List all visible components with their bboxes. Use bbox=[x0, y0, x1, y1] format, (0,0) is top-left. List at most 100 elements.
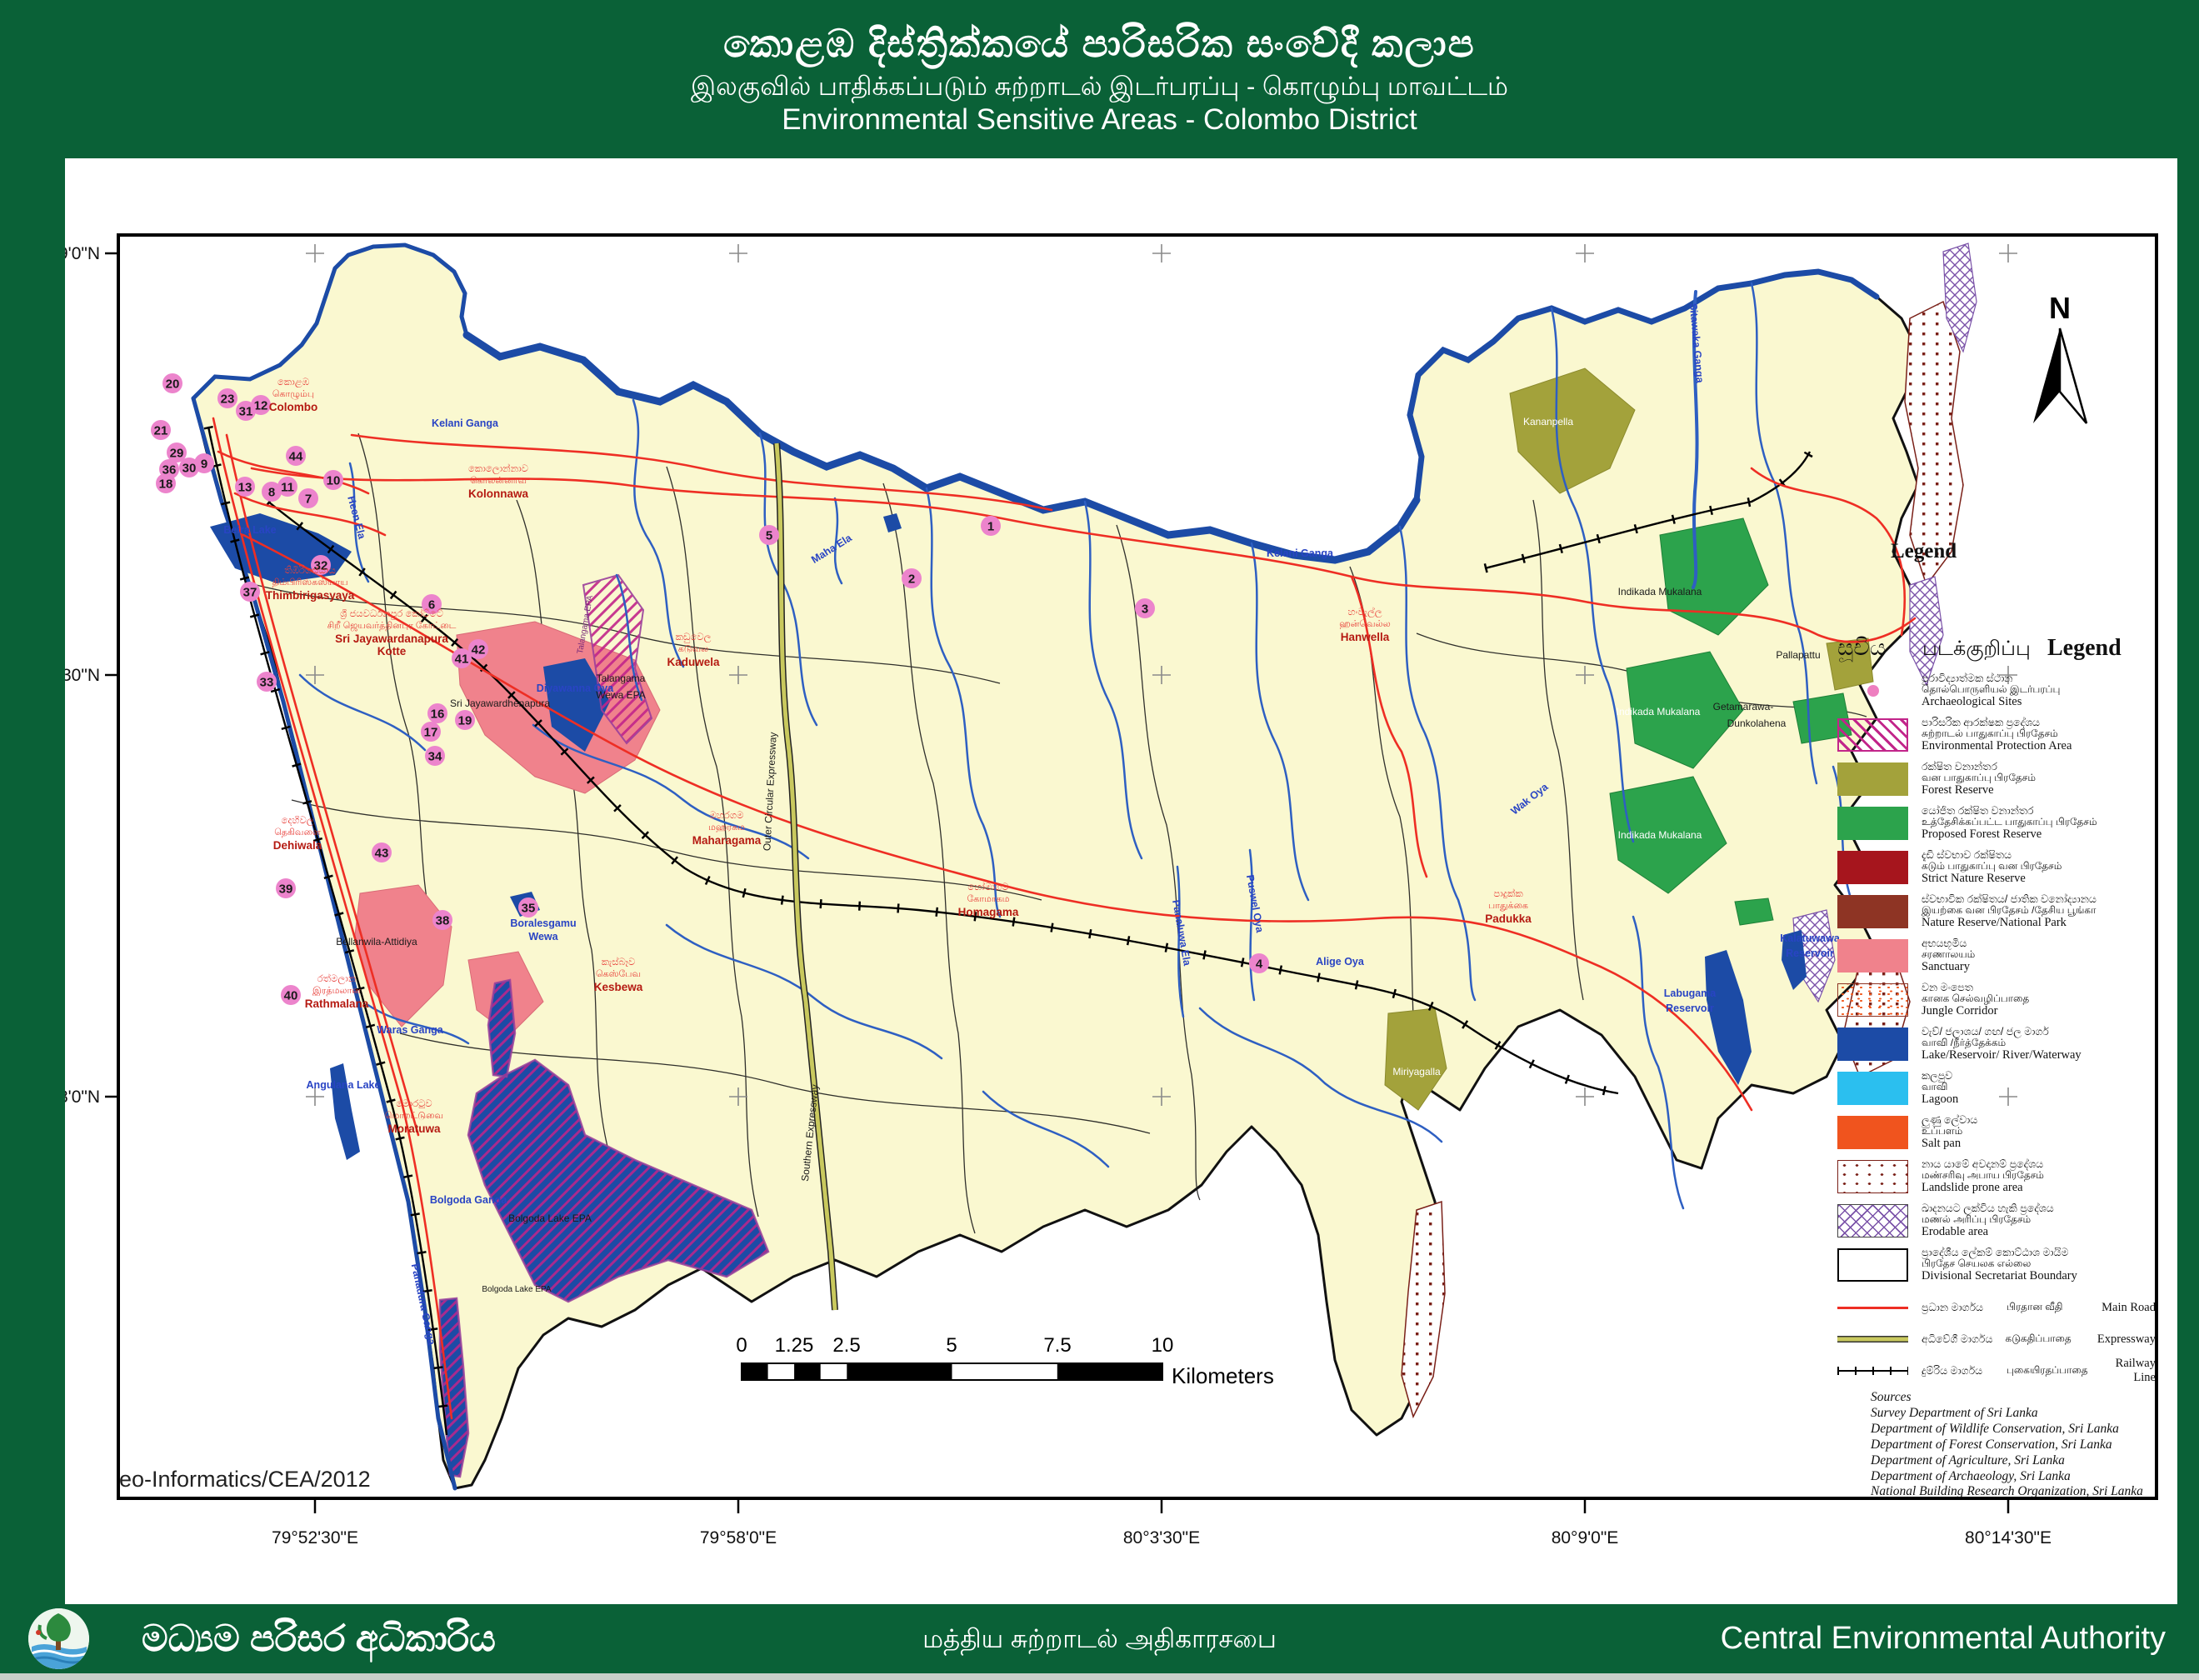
graticule-cross bbox=[1152, 244, 1171, 262]
site-marker-circle bbox=[427, 703, 447, 723]
lon-label: 80°9'0"E bbox=[1552, 1528, 1619, 1548]
area-label: Kananpella bbox=[1523, 416, 1573, 428]
svg-text:N: N bbox=[2049, 291, 2071, 325]
legend-item-landslide: නාය යාමේ අවදානම් ප්‍රදේශය மண்சரிவு அபாய ப… bbox=[1837, 1154, 2159, 1198]
area-label: Indikada Mukalana bbox=[1618, 586, 1702, 598]
town-label-si: කඩුවෙල bbox=[676, 632, 712, 643]
site-marker-circle bbox=[981, 516, 1001, 536]
water-label: Alige Oya bbox=[1316, 956, 1365, 968]
town-label-ta: பாதுக்கை bbox=[1488, 901, 1528, 911]
graticule-cross bbox=[1152, 1088, 1171, 1106]
divisional-boundary-swatch bbox=[1837, 1248, 1908, 1282]
area-label: Indikada Mukalana bbox=[1617, 706, 1701, 718]
town-label-si: කොළඹ bbox=[277, 378, 310, 388]
site-marker-number: 39 bbox=[279, 882, 293, 897]
graticule-cross bbox=[306, 666, 324, 684]
site-marker-circle bbox=[277, 477, 297, 497]
town-label-ta: மஹரகம bbox=[708, 822, 745, 832]
footer-org-tamil: மத்திய சுற்றாடல் அதிகாரசபை bbox=[922, 1624, 1277, 1653]
town-label-en: Hanwella bbox=[1341, 631, 1390, 643]
site-marker-circle bbox=[251, 395, 271, 415]
town-label-en: Kaduwela bbox=[667, 656, 720, 668]
town-label-en: Thimbirigasyaya bbox=[266, 589, 355, 602]
lon-label: 79°58'0"E bbox=[700, 1528, 777, 1548]
site-marker-number: 40 bbox=[284, 989, 298, 1003]
site-marker-circle bbox=[194, 453, 214, 473]
site-marker-number: 34 bbox=[428, 750, 442, 764]
site-marker-circle bbox=[372, 842, 392, 862]
graticule bbox=[306, 244, 2017, 1106]
graticule-cross bbox=[729, 666, 747, 684]
footer-org-sinhala: මධ්‍යම පරිසර අධිකාරිය bbox=[142, 1618, 496, 1659]
site-marker-circle bbox=[1249, 953, 1269, 973]
area-label: Bellanwila-Attidiya bbox=[336, 936, 417, 948]
legend-item-lagoon: කලපුව வாவி Lagoon bbox=[1837, 1066, 2159, 1110]
expressway-sample bbox=[1837, 1334, 1908, 1344]
site-marker-number: 43 bbox=[375, 847, 389, 861]
water-label: Labugama bbox=[1664, 988, 1717, 999]
town-label-si: රත්මලාන bbox=[317, 972, 357, 985]
scale-bar bbox=[741, 1362, 1163, 1381]
railway-sample bbox=[1837, 1366, 1908, 1376]
proposed-forest-swatch bbox=[1837, 806, 1908, 840]
site-marker-circle bbox=[281, 985, 301, 1005]
epa-swatch bbox=[1837, 718, 1908, 752]
scale-tick-label: 0 bbox=[736, 1334, 747, 1357]
town-label-si: ශ්‍රී ජයවර්ධනපුර කෝට්ටේ bbox=[339, 608, 443, 620]
legend-item-expressway: අධිවේගී මාර්ගය கடுகதிப்பாதை Expressway bbox=[1837, 1323, 2159, 1355]
scale-unit-label: Kilometers bbox=[1172, 1363, 1274, 1388]
graticule-cross bbox=[1999, 666, 2017, 684]
proposed-forest-areas bbox=[1609, 518, 1852, 926]
site-marker-number: 2 bbox=[908, 572, 915, 587]
archaeological-dot-icon bbox=[1867, 684, 1879, 697]
area-label: Bolgoda Lake EPA bbox=[482, 1285, 552, 1294]
area-label: Dunkolahena bbox=[1727, 718, 1787, 729]
legend-item-lake-reservoir: වැව්/ ජලාශය/ ගඟ/ ජල මාර්ග வாவி /நீர்த்தேக… bbox=[1837, 1022, 2159, 1066]
town-label-ta: சிறீ ஜெயவர்த்தினபுர கோட்டை bbox=[327, 621, 457, 632]
legend-item-nature-reserve: ස්වභාවික රක්ෂිතය/ ජාතික වනෝද්‍යානය இயற்கை… bbox=[1837, 889, 2159, 933]
area-label: Miriyagalla bbox=[1392, 1066, 1441, 1078]
legend-item-epa: පාරිසරික ආරක්ෂක ප්‍රදේශය சுற்றாடல் பாதுகா… bbox=[1837, 712, 2159, 757]
site-marker-number: 41 bbox=[455, 652, 469, 667]
site-marker-number: 30 bbox=[182, 462, 197, 476]
site-marker-circle bbox=[518, 898, 538, 918]
water-label: Kalatuwawa bbox=[1780, 932, 1841, 944]
legend-item-forest-reserve: රක්ෂිත වනාන්තර வன பாதுகாப்பு பிரதேசம் Fore… bbox=[1837, 757, 2159, 801]
town-label-ta: இரத்மலான bbox=[312, 986, 361, 996]
scale-tick-label: 5 bbox=[946, 1334, 957, 1357]
lon-label: 80°3'30"E bbox=[1123, 1528, 1200, 1548]
site-marker-number: 5 bbox=[766, 529, 772, 543]
site-marker-number: 19 bbox=[458, 714, 472, 728]
footer-org-english: Central Environmental Authority bbox=[1720, 1621, 2166, 1656]
legend-heading-si: සූචිය bbox=[1837, 635, 1887, 660]
left-green-border bbox=[0, 158, 65, 1604]
town-label-si: හෝමාගම bbox=[967, 881, 1009, 892]
area-label: Indikada Mukalana bbox=[1618, 829, 1702, 841]
site-marker-number: 6 bbox=[428, 598, 435, 612]
area-label: Talangama bbox=[597, 672, 646, 684]
water-label: Angulana Lake bbox=[307, 1079, 381, 1091]
erodable-areas bbox=[1792, 242, 1977, 1003]
town-label-ta: கொலன்னாவ bbox=[470, 476, 527, 486]
graticule-cross bbox=[729, 244, 747, 262]
scale-tick-label: 10 bbox=[1152, 1334, 1174, 1357]
sanctuary-swatch bbox=[1837, 938, 1908, 972]
graticule-cross bbox=[1999, 244, 2017, 262]
cea-logo bbox=[28, 1608, 89, 1669]
site-marker-circle bbox=[455, 710, 475, 730]
sources-list: Sources Survey Department of Sri Lanka D… bbox=[1871, 1390, 2143, 1499]
legend-item-sanctuary: අභයභූමිය சரணாலயம் Sanctuary bbox=[1837, 933, 2159, 978]
site-marker-circle bbox=[468, 639, 488, 659]
legend-items: පුරාවිද්‍යාත්මක ස්ථාන தொல்பொருளியல் இடர்ப… bbox=[1837, 668, 2159, 1287]
area-label: Bolgoda Lake EPA bbox=[508, 1212, 592, 1224]
graticule-cross bbox=[729, 1088, 747, 1106]
site-marker-number: 23 bbox=[221, 392, 235, 407]
town-label-ta: ஹன்வெல்ல bbox=[1339, 619, 1391, 629]
site-marker-circle bbox=[179, 458, 199, 478]
site-marker-number: 20 bbox=[166, 378, 180, 392]
lon-label: 80°14'30"E bbox=[1965, 1528, 2052, 1548]
graticule-cross bbox=[306, 1088, 324, 1106]
town-label-en: Moratuwa bbox=[387, 1122, 440, 1135]
town-label-en: Kolonnawa bbox=[468, 488, 528, 500]
